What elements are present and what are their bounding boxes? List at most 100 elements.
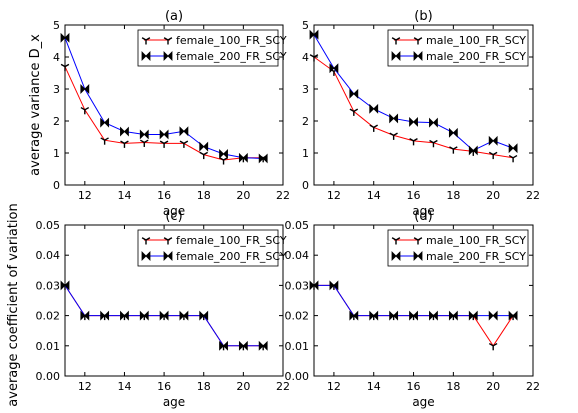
panel-4-legend-box xyxy=(387,229,529,267)
panel-4-series-200-point-9 xyxy=(488,310,498,321)
panel-2-series-200-point-9 xyxy=(488,135,498,146)
panel-3-series-200-point-1 xyxy=(80,310,90,321)
panel-2-series-100-point-4-b xyxy=(389,132,394,137)
panel-3-xlabel: age xyxy=(163,395,185,409)
panel-2-xtick-label-0: 12 xyxy=(327,189,341,202)
panel-2-title: (b) xyxy=(414,9,432,24)
panel-2-series-100-point-0-b xyxy=(309,54,315,58)
panel-1-series-200-point-0 xyxy=(60,32,70,43)
panel-4-legend-100-marker-l-b xyxy=(391,237,397,241)
panel-1-series-100-point-5-b xyxy=(159,140,165,145)
panel-1-xlabel: age xyxy=(163,204,185,218)
panel-2-xtick-label-1: 14 xyxy=(367,189,381,202)
panel-1-legend-box xyxy=(137,29,279,67)
panel-2-series-100-point-7-c xyxy=(453,146,458,150)
panel-3-series-200-point-7 xyxy=(199,310,209,321)
panel-1-series-100-point-4-b xyxy=(140,139,145,144)
panel-4-ytick-label-3: 0.03 xyxy=(285,279,310,292)
panel-3-legend-200-label: female_200_FR_SCY xyxy=(176,250,287,263)
panel-1-series-200-point-8 xyxy=(219,148,228,159)
panel-1-ytick-label-2: 2 xyxy=(53,115,60,128)
panel-1-legend-100-label: female_100_FR_SCY xyxy=(176,34,287,47)
panel-1-series-200-point-9 xyxy=(238,152,248,163)
panel-3-series-200-point-3 xyxy=(120,310,129,321)
panel-1-series-100-point-6-b xyxy=(179,140,185,145)
panel-2-ytick-label-3: 3 xyxy=(302,83,309,96)
panel-2-ytick-label-5: 5 xyxy=(302,19,309,32)
panel-1-series-200-point-3 xyxy=(120,126,129,137)
panel-3-series-200-point-4 xyxy=(139,310,149,321)
panel-2-series-200-point-7 xyxy=(448,127,458,138)
panel-2-series-100-point-3-c xyxy=(373,124,378,129)
panel-4-series-200-point-6 xyxy=(429,310,438,321)
panel-2-series-100-point-2-c xyxy=(353,108,359,113)
panel-1-series-100-point-6-c xyxy=(183,140,189,145)
panel-2-ytick-label-1: 1 xyxy=(302,147,309,160)
panel-4-series-200-point-4 xyxy=(389,310,399,321)
panel-2-series-100-point-2-b xyxy=(349,108,355,113)
panel-1-series-200-point-1 xyxy=(80,84,90,94)
panel-1-series-100-point-5-c xyxy=(163,140,169,145)
panel-3-series-200-point-6 xyxy=(179,310,189,321)
panel-1-legend-100-marker-l-c xyxy=(145,37,151,41)
panel-3-ytick-label-3: 0.03 xyxy=(36,279,61,292)
panel-4-ytick-label-1: 0.01 xyxy=(285,340,310,353)
panel-3-xtick-label-0: 12 xyxy=(78,380,92,393)
panel-1-series-100-point-7-c xyxy=(203,151,208,156)
panel-1-axes-frame xyxy=(64,24,284,186)
panel-4-xtick-label-3: 18 xyxy=(446,380,460,393)
panel-1-legend-200-label: female_200_FR_SCY xyxy=(176,50,287,63)
panel-2-series-100-point-4-c xyxy=(393,132,398,137)
panel-2-series-100-point-10-c xyxy=(512,154,518,159)
panel-3-legend-100-marker-r-b xyxy=(163,237,169,241)
panel-2-ytick-label-0: 0 xyxy=(302,179,309,192)
panel-2-series-100-point-9-b xyxy=(488,151,494,156)
panel-4-legend-100-marker-r-c xyxy=(417,237,423,241)
panel-1-series-200-point-2 xyxy=(100,117,110,128)
panel-3-axes-frame xyxy=(64,224,284,377)
panel-4-xtick-label-0: 12 xyxy=(327,380,341,393)
panel-2-series-200-point-0 xyxy=(309,29,319,40)
panel-4-xtick-label-2: 16 xyxy=(407,380,421,393)
panel-3-series-200-point-2 xyxy=(100,310,110,321)
panel-3-series-200-point-8 xyxy=(219,340,228,351)
panel-1-xtick-label-0: 12 xyxy=(78,189,92,202)
panel-2-legend-100-label: male_100_FR_SCY xyxy=(426,34,526,47)
panel-1-ytick-label-0: 0 xyxy=(53,179,60,192)
panel-1-series-200-point-5 xyxy=(159,129,169,140)
panel-1-xtick-label-1: 14 xyxy=(117,189,131,202)
panel-3-series-200-point-9 xyxy=(238,340,248,351)
panel-4-legend-200-label: male_200_FR_SCY xyxy=(426,250,526,263)
panel-2-series-200-point-8 xyxy=(468,145,478,156)
panel-1-series-200-point-10 xyxy=(258,153,268,164)
panel-4-ytick-label-2: 0.02 xyxy=(285,310,310,323)
panel-3-ytick-label-5: 0.05 xyxy=(36,219,61,232)
panel-2-series-100-point-6-b xyxy=(429,139,434,144)
panel-4-ytick-label-5: 0.05 xyxy=(285,219,310,232)
panel-2-legend-100-marker-r-c xyxy=(417,37,423,41)
panel-1-series-100-point-1-b xyxy=(80,106,86,111)
panel-1-ytick-label-3: 3 xyxy=(53,83,60,96)
panel-2-series-100-point-6-c xyxy=(433,139,438,144)
panel-3-legend-200-marker-r xyxy=(163,251,173,261)
panel-3-xtick-label-5: 22 xyxy=(276,380,290,393)
panel-3-ytick-label-0: 0.00 xyxy=(36,370,61,383)
panel-3-xtick-label-4: 20 xyxy=(236,380,250,393)
panel-1-xtick-label-3: 18 xyxy=(197,189,211,202)
panel-2-series-100-point-3-b xyxy=(369,124,375,129)
panel-4-axes-frame xyxy=(313,224,534,377)
panel-1-xtick-label-4: 20 xyxy=(236,189,250,202)
panel-3-title: (c) xyxy=(165,209,182,224)
panel-4-legend-100-marker-r-b xyxy=(413,237,419,241)
panel-1-series-100-point-4-c xyxy=(143,139,149,144)
panel-4-series-200-line xyxy=(314,284,514,317)
panel-3-series-200-point-10 xyxy=(258,340,268,351)
panel-3-legend-100-marker-r-c xyxy=(167,237,173,241)
panel-2-series-100-point-5-b xyxy=(409,137,414,142)
panel-2-xtick-label-3: 18 xyxy=(446,189,460,202)
panel-4-series-200-point-1 xyxy=(329,280,339,291)
panel-2-axes-frame xyxy=(313,24,534,186)
